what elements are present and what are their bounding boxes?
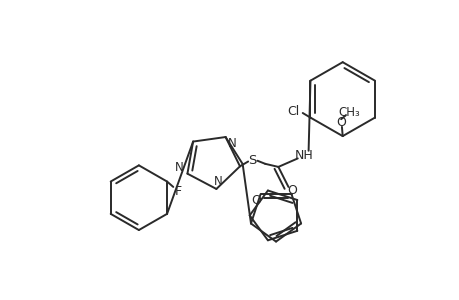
Text: O: O [251, 194, 261, 207]
Text: NH: NH [294, 149, 313, 162]
Text: N: N [175, 161, 184, 174]
Text: O: O [336, 116, 345, 129]
Text: S: S [248, 154, 257, 167]
Text: Cl: Cl [287, 105, 299, 118]
Text: N: N [213, 175, 222, 188]
Text: CH₃: CH₃ [337, 106, 359, 119]
Text: F: F [175, 185, 182, 198]
Text: O: O [287, 184, 297, 197]
Text: N: N [227, 137, 235, 150]
